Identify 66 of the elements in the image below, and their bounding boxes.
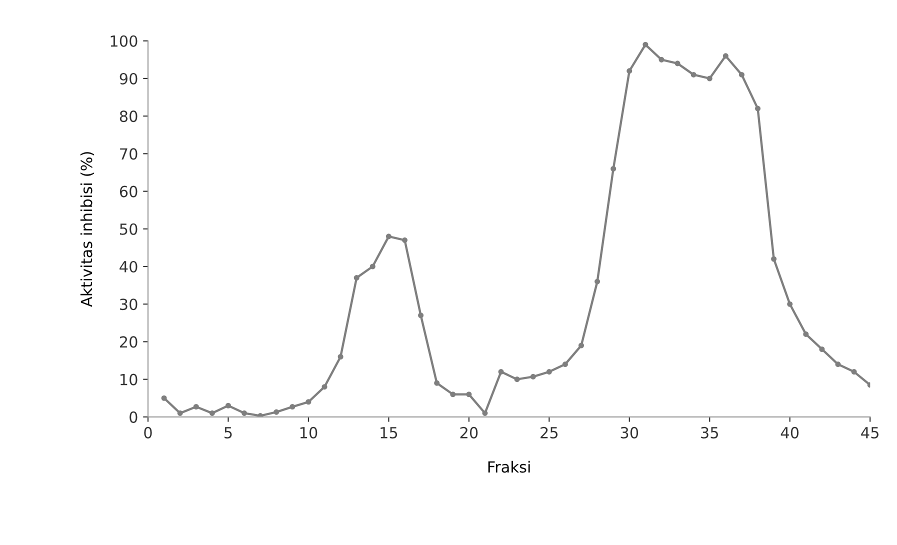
point <box>530 374 536 380</box>
y-tick-label: 80 <box>120 110 138 122</box>
point <box>498 369 504 375</box>
y-tick-label: 100 <box>110 35 138 47</box>
point <box>386 234 392 240</box>
point <box>466 392 472 398</box>
point <box>626 68 632 74</box>
point <box>771 256 777 262</box>
y-tick-label: 40 <box>120 260 138 273</box>
x-tick-label: 20 <box>460 426 478 438</box>
point <box>177 410 183 416</box>
point <box>787 301 793 307</box>
point <box>642 42 648 48</box>
point <box>290 404 296 410</box>
y-tick-label: 0 <box>130 411 138 423</box>
point <box>610 166 616 172</box>
x-tick-label: 5 <box>224 427 232 438</box>
x-tick-label: 15 <box>380 427 398 438</box>
point <box>322 384 328 390</box>
point <box>594 278 600 284</box>
point <box>450 392 456 398</box>
point <box>370 264 376 270</box>
point <box>434 380 440 386</box>
point <box>562 362 568 368</box>
point <box>193 404 199 410</box>
point <box>851 369 857 375</box>
point <box>418 312 424 318</box>
point <box>738 72 744 78</box>
x-tick-label: 0 <box>144 426 152 438</box>
point <box>161 395 167 401</box>
x-tick-label: 25 <box>540 426 558 438</box>
point <box>338 354 344 360</box>
y-tick-label: 10 <box>120 374 138 386</box>
point <box>803 331 809 337</box>
point <box>674 60 680 66</box>
point <box>482 410 488 416</box>
point <box>722 53 728 59</box>
y-tick-label: 20 <box>120 336 138 348</box>
point <box>209 410 215 416</box>
point <box>690 72 696 78</box>
point <box>242 410 248 416</box>
y-tick-label: 60 <box>120 186 138 198</box>
x-tick-label: 10 <box>300 426 318 438</box>
x-tick-label: 45 <box>861 427 878 438</box>
point <box>306 399 312 405</box>
point <box>402 237 408 243</box>
y-tick-label: 30 <box>120 298 138 310</box>
point <box>658 56 664 62</box>
point <box>546 369 552 375</box>
y-tick-label: 90 <box>120 72 138 84</box>
y-tick-label: 70 <box>120 148 138 160</box>
point <box>835 362 841 368</box>
point <box>225 402 232 408</box>
x-tick-label: 30 <box>620 426 638 438</box>
x-tick-label: 40 <box>780 426 799 438</box>
point <box>514 376 520 382</box>
y-axis-title: Aktivitas inhibisi (%) <box>80 152 94 307</box>
point <box>578 342 584 348</box>
x-tick-label: 35 <box>701 426 718 438</box>
point <box>706 76 712 82</box>
point <box>819 346 825 352</box>
point <box>274 409 280 415</box>
x-axis-title: Fraksi <box>488 460 530 473</box>
point <box>354 275 360 281</box>
y-tick-label: 50 <box>120 223 138 235</box>
point <box>754 106 761 112</box>
